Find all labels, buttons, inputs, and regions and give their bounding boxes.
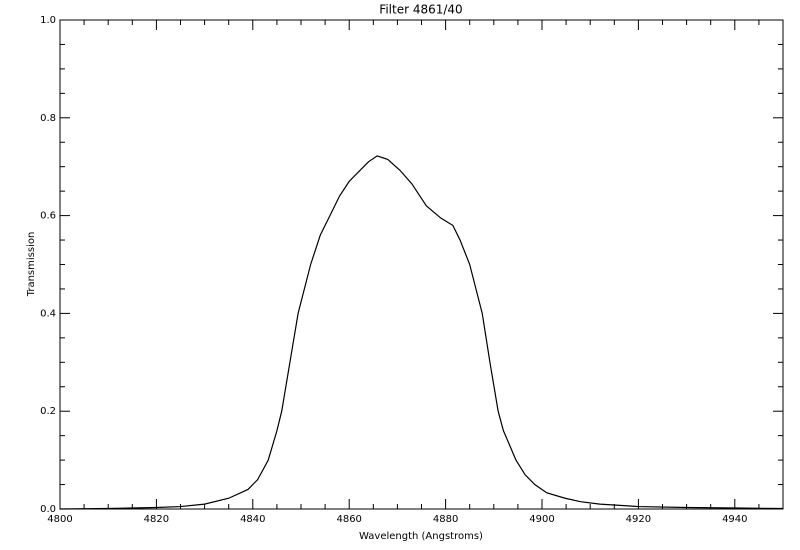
y-tick-label: 0.6 [40, 211, 56, 222]
y-axis-label: Transmission [26, 232, 37, 298]
chart-title: Filter 4861/40 [379, 3, 462, 17]
x-tick-label: 4860 [336, 514, 361, 525]
y-tick-label: 0.4 [40, 308, 56, 319]
x-tick-label: 4880 [433, 514, 458, 525]
y-tick-label: 0.2 [40, 406, 56, 417]
x-tick-label: 4940 [722, 514, 747, 525]
x-axis-label: Wavelength (Angstroms) [359, 531, 483, 542]
x-tick-label: 4840 [240, 514, 265, 525]
y-tick-label: 1.0 [40, 15, 56, 26]
data-line [59, 155, 784, 510]
x-tick-label: 4900 [529, 514, 554, 525]
y-tick-label: 0.8 [40, 113, 56, 124]
x-tick-label: 4920 [626, 514, 651, 525]
y-tick-label: 0.0 [40, 504, 56, 515]
x-tick-label: 4800 [47, 514, 72, 525]
x-tick-label: 4820 [144, 514, 169, 525]
